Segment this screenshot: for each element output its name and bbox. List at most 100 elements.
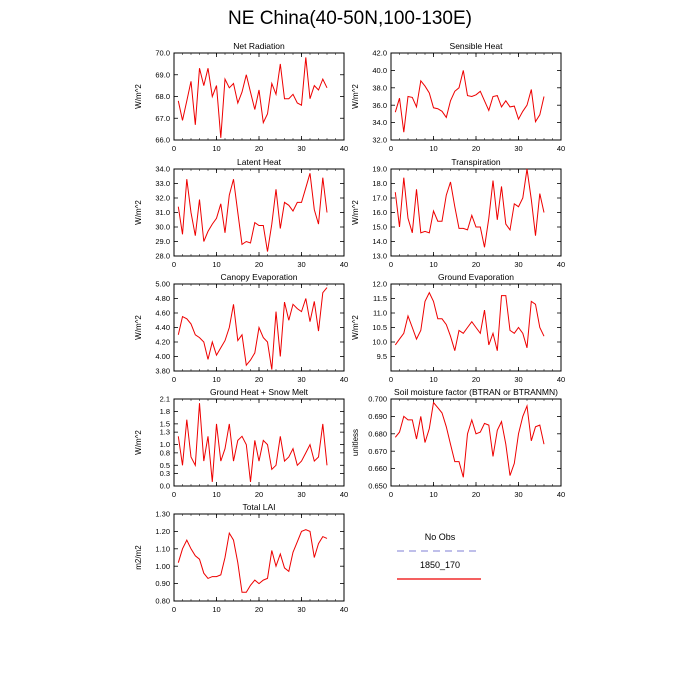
y-tick-label: 18.0 [372, 179, 387, 188]
y-tick-label: 0.90 [155, 579, 170, 588]
page-title: NE China(40-50N,100-130E) [228, 8, 472, 29]
y-tick-label: 0.650 [368, 482, 387, 491]
y-tick-label: 1.5 [160, 419, 170, 428]
y-tick-label: 0.3 [160, 469, 170, 478]
y-tick-label: 1.3 [160, 428, 170, 437]
y-tick-label: 66.0 [155, 136, 170, 145]
x-tick-label: 20 [472, 260, 480, 269]
x-tick-label: 10 [429, 260, 437, 269]
x-tick-label: 0 [172, 375, 176, 384]
y-tick-label: 4.00 [155, 352, 170, 361]
legend-swatch-no-obs [397, 550, 481, 552]
x-tick-label: 30 [514, 144, 522, 153]
panel-title: Soil moisture factor (BTRAN or BTRANMN) [394, 387, 558, 397]
y-tick-label: 0.670 [368, 447, 387, 456]
x-tick-label: 10 [429, 490, 437, 499]
y-tick-label: 4.20 [155, 338, 170, 347]
x-tick-label: 10 [429, 144, 437, 153]
series-line [177, 57, 328, 138]
y-tick-label: 9.5 [377, 352, 387, 361]
x-tick-label: 20 [255, 375, 263, 384]
panel-title: Canopy Evaporation [220, 272, 297, 282]
y-tick-label: 15.0 [372, 223, 387, 232]
series-line [394, 401, 545, 478]
panel-title: Latent Heat [237, 157, 282, 167]
y-tick-label: 0.700 [368, 395, 387, 404]
plot-frame [173, 513, 345, 602]
y-tick-label: 12.0 [372, 280, 387, 289]
y-axis-label: W/m^2 [134, 200, 143, 225]
panel-title: Total LAI [242, 502, 275, 512]
y-axis-label: W/m^2 [351, 84, 360, 109]
y-tick-label: 1.10 [155, 544, 170, 553]
x-tick-label: 20 [472, 144, 480, 153]
x-tick-label: 40 [340, 260, 348, 269]
x-tick-label: 30 [297, 144, 305, 153]
x-tick-label: 40 [340, 605, 348, 614]
panel-title: Transpiration [451, 157, 501, 167]
x-tick-label: 0 [172, 260, 176, 269]
x-tick-label: 0 [389, 375, 393, 384]
y-tick-label: 1.8 [160, 407, 170, 416]
y-tick-label: 0.80 [155, 597, 170, 606]
y-tick-label: 17.0 [372, 194, 387, 203]
y-tick-label: 70.0 [155, 49, 170, 58]
y-tick-label: 2.1 [160, 395, 170, 404]
x-tick-label: 20 [472, 490, 480, 499]
legend-label-no-obs: No Obs [424, 532, 456, 542]
x-tick-label: 40 [340, 490, 348, 499]
x-tick-label: 20 [255, 605, 263, 614]
x-tick-label: 20 [255, 144, 263, 153]
series-line [394, 168, 545, 248]
x-tick-label: 0 [389, 260, 393, 269]
x-tick-label: 40 [557, 260, 565, 269]
x-tick-label: 10 [429, 375, 437, 384]
plot-frame [390, 398, 562, 487]
y-tick-label: 33.0 [155, 179, 170, 188]
x-tick-label: 30 [297, 375, 305, 384]
x-tick-label: 40 [340, 144, 348, 153]
x-tick-label: 30 [297, 260, 305, 269]
y-tick-label: 10.5 [372, 323, 387, 332]
y-axis-label: W/m^2 [134, 315, 143, 340]
x-tick-label: 0 [389, 490, 393, 499]
x-tick-label: 30 [514, 375, 522, 384]
y-tick-label: 34.0 [155, 165, 170, 174]
panel-title: Ground Heat + Snow Melt [210, 387, 309, 397]
y-tick-label: 1.30 [155, 510, 170, 519]
legend-label-1850-170: 1850_170 [419, 560, 461, 570]
y-tick-label: 28.0 [155, 252, 170, 261]
series-line [177, 403, 328, 482]
y-axis-label: W/m^2 [351, 200, 360, 225]
y-tick-label: 19.0 [372, 165, 387, 174]
chart-panel: 0 10 20 30 40 0.0 0.30.5 0.81.0 1.31.5 1.8 2.1 Grou… [134, 387, 348, 499]
y-tick-label: 13.0 [372, 252, 387, 261]
y-tick-label: 29.0 [155, 237, 170, 246]
series-line [394, 70, 545, 133]
y-tick-label: 10.0 [372, 338, 387, 347]
x-tick-label: 10 [212, 375, 220, 384]
y-axis-label: W/m^2 [134, 84, 143, 109]
y-tick-label: 11.0 [373, 309, 387, 318]
chart-panel: 0 10 20 30 40 3.80 4.00 4.20 4.40 4.60 4.80 5.00 Can… [134, 272, 348, 384]
y-axis-label: m2/m2 [134, 545, 143, 570]
y-tick-label: 36.0 [372, 101, 387, 110]
y-tick-label: 1.0 [160, 440, 170, 449]
x-tick-label: 10 [212, 605, 220, 614]
y-tick-label: 34.0 [372, 118, 387, 127]
x-tick-label: 0 [172, 490, 176, 499]
x-tick-label: 20 [472, 375, 480, 384]
y-tick-label: 4.40 [155, 323, 170, 332]
x-tick-label: 0 [172, 605, 176, 614]
y-tick-label: 16.0 [372, 208, 387, 217]
chart-panel: 0 10 20 30 40 0.80 0.90 1.00 1.10 1.20 1.30 Total L… [134, 502, 348, 614]
x-tick-label: 40 [557, 144, 565, 153]
y-tick-label: 0.680 [368, 429, 387, 438]
y-tick-label: 68.0 [155, 92, 170, 101]
y-tick-label: 3.80 [155, 367, 170, 376]
x-tick-label: 30 [514, 490, 522, 499]
plot-frame [390, 52, 562, 141]
series-line [177, 529, 328, 593]
y-axis-label: W/m^2 [134, 430, 143, 455]
panel-title: Ground Evaporation [438, 272, 514, 282]
